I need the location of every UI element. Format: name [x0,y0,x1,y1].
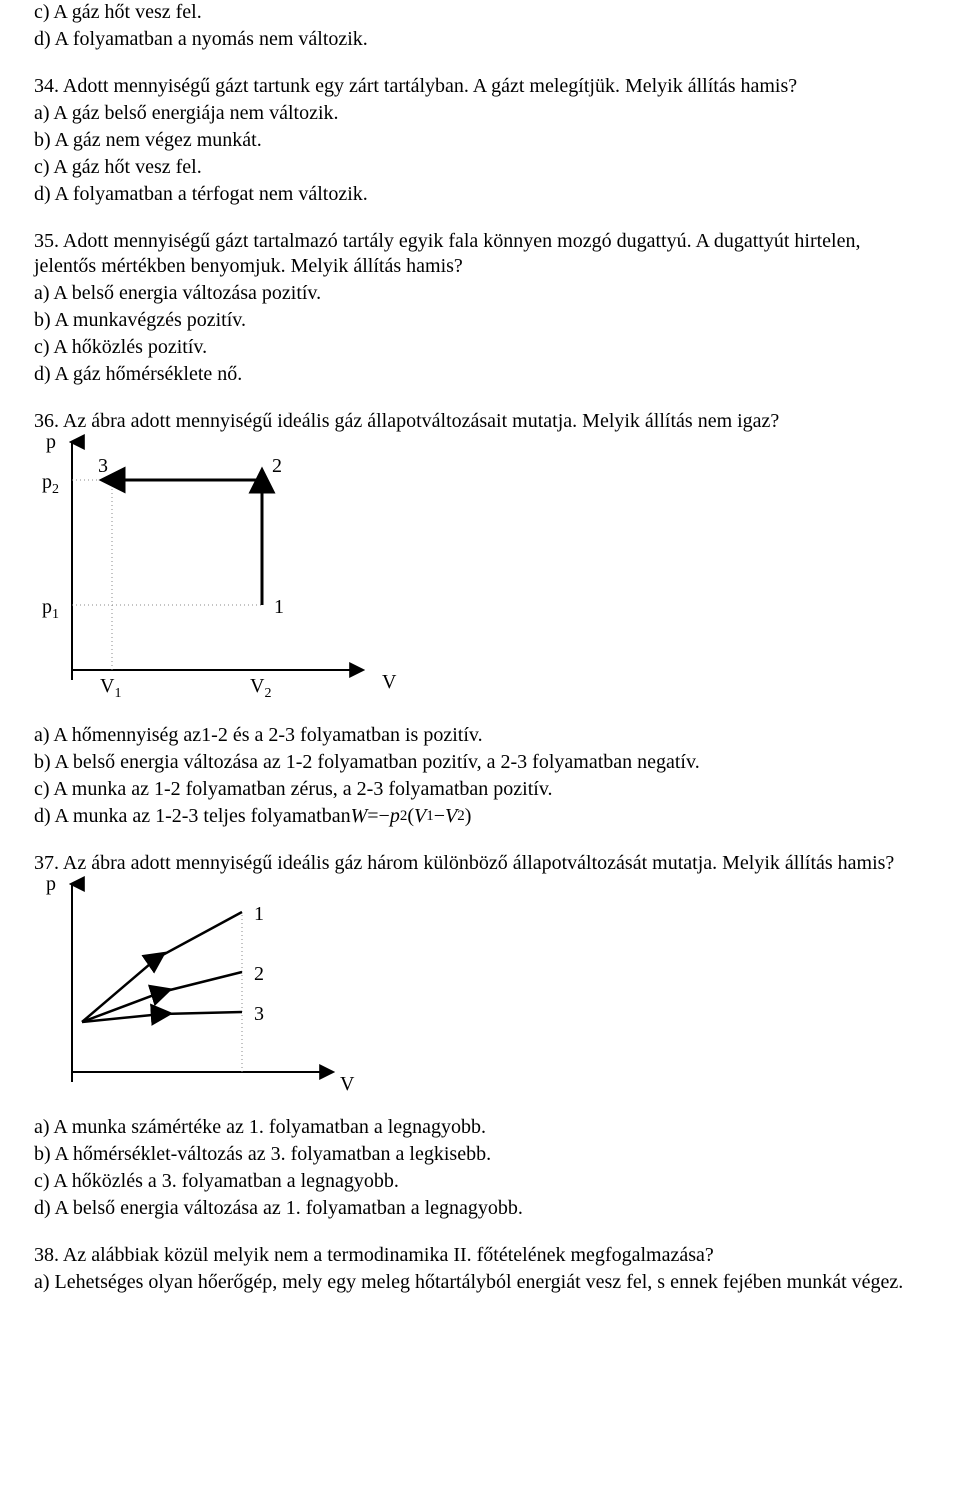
option-d: d) A belső energia változása az 1. folya… [34,1196,926,1221]
question-title: 38. Az alábbiak közül melyik nem a termo… [34,1243,926,1268]
label-p2: p2 [42,471,59,497]
point-2: 2 [272,455,282,477]
option-a: a) A gáz belső energiája nem változik. [34,101,926,126]
option-b: b) A munkavégzés pozitív. [34,308,926,333]
line-3: 3 [254,1003,264,1025]
axis-label-V: V [382,671,397,693]
option-a: a) A hőmennyiség az1-2 és a 2-3 folyamat… [34,723,926,748]
formula-V1: V [414,804,426,829]
option-c: c) A gáz hőt vesz fel. [34,0,926,25]
axis-label-p: p [46,431,56,453]
option-c: c) A gáz hőt vesz fel. [34,155,926,180]
question-34: 34. Adott mennyiségű gázt tartunk egy zá… [34,74,926,207]
formula-V2-sub: 2 [457,807,465,826]
option-c: c) A munka az 1-2 folyamatban zérus, a 2… [34,777,926,802]
option-b: b) A gáz nem végez munkát. [34,128,926,153]
pv-diagram-36: p V p2 p1 V1 V2 3 2 1 [32,430,926,717]
formula-V1-sub: 1 [426,807,434,826]
point-3: 3 [98,455,108,477]
formula-W: W [351,804,368,829]
formula-p-sub: 2 [400,807,408,826]
line-1: 1 [254,903,264,925]
formula-V2: V [445,804,457,829]
label-V1: V1 [100,675,121,701]
option-c: c) A hőközlés a 3. folyamatban a legnagy… [34,1169,926,1194]
option-b: b) A hőmérséklet-változás az 3. folyamat… [34,1142,926,1167]
label-p1: p1 [42,596,59,622]
question-35: 35. Adott mennyiségű gázt tartalmazó tar… [34,229,926,387]
option-d: d) A munka az 1-2-3 teljes folyamatban W… [34,804,926,829]
option-a: a) A belső energia változása pozitív. [34,281,926,306]
formula-rpar: ) [465,804,472,829]
pv-diagram-37: p V 1 2 3 [32,872,926,1109]
option-a: a) Lehetséges olyan hőerőgép, mely egy m… [34,1270,926,1295]
formula-minus: − [379,804,390,829]
option-a: a) A munka számértéke az 1. folyamatban … [34,1115,926,1140]
option-d-prefix: d) A munka az 1-2-3 teljes folyamatban [34,804,351,829]
question-38: 38. Az alábbiak közül melyik nem a termo… [34,1243,926,1295]
option-b: b) A belső energia változása az 1-2 foly… [34,750,926,775]
formula-minus2: − [434,804,445,829]
option-c: c) A hőközlés pozitív. [34,335,926,360]
axis-label-p: p [46,873,56,895]
question-title: 35. Adott mennyiségű gázt tartalmazó tar… [34,229,926,279]
option-d: d) A gáz hőmérséklete nő. [34,362,926,387]
option-d: d) A folyamatban a térfogat nem változik… [34,182,926,207]
point-1: 1 [274,596,284,618]
question-title: 34. Adott mennyiségű gázt tartunk egy zá… [34,74,926,99]
formula-p: p [390,804,400,829]
label-V2: V2 [250,675,271,701]
option-d: d) A folyamatban a nyomás nem változik. [34,27,926,52]
formula-lpar: ( [407,804,414,829]
axis-label-V: V [340,1073,355,1095]
line-2: 2 [254,963,264,985]
question-36: 36. Az ábra adott mennyiségű ideális gáz… [34,409,926,829]
question-37: 37. Az ábra adott mennyiségű ideális gáz… [34,851,926,1221]
formula-eq: = [367,804,378,829]
question-fragment-top: c) A gáz hőt vesz fel. d) A folyamatban … [34,0,926,52]
